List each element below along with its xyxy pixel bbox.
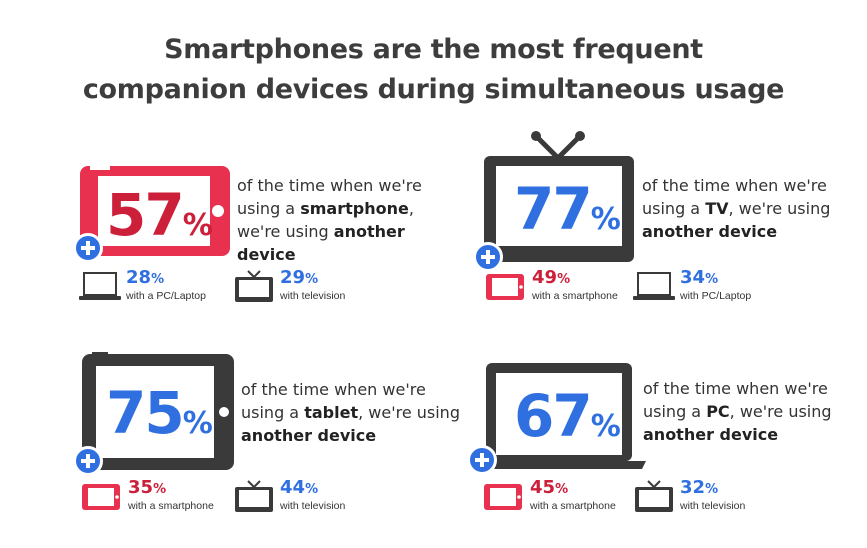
companion-value: 44 [280, 477, 306, 498]
desc-another-device: another device [237, 222, 405, 264]
big-percent-tablet: 75% [106, 384, 213, 453]
big-value: 75 [106, 379, 185, 447]
panel-smartphone: 57% of the time when we're using a smart… [70, 160, 490, 340]
laptop-icon [633, 272, 675, 300]
companion-tv: 44% with television [232, 478, 382, 518]
companion-label: with television [280, 290, 346, 302]
companion-value: 29 [280, 267, 306, 288]
big-value: 57 [106, 181, 185, 249]
companion-percent: 34% [680, 268, 718, 290]
panel-pc: 67% of the time when we're using a PC, w… [467, 355, 867, 535]
companion-percent: 35% [128, 478, 166, 500]
tv-icon [235, 270, 273, 302]
desc-text: , we're using [358, 403, 460, 422]
desc-another-device: another device [241, 426, 377, 445]
companion-value: 28 [126, 267, 152, 288]
companion-smartphone: 35% with a smartphone [80, 478, 230, 518]
chart-title: Smartphones are the most frequent compan… [0, 30, 867, 110]
description-smartphone: of the time when we're using a smartphon… [237, 174, 457, 266]
laptop-icon [474, 363, 646, 469]
companion-value: 35 [128, 477, 154, 498]
percent-symbol: % [182, 406, 213, 441]
desc-text: , we're using [728, 199, 831, 218]
desc-device: smartphone [300, 199, 409, 218]
smartphone-icon [484, 484, 522, 510]
companion-label: with a smartphone [530, 500, 616, 512]
companion-percent: 28% [126, 268, 164, 290]
companion-percent: 45% [530, 478, 568, 500]
tablet-icon [82, 352, 234, 470]
companion-smartphone: 45% with a smartphone [482, 478, 632, 518]
desc-text: of the time when we're using a [643, 379, 828, 421]
percent-symbol: % [305, 272, 319, 287]
percent-symbol: % [705, 482, 719, 497]
companion-value: 32 [680, 477, 706, 498]
tv-icon [635, 480, 673, 512]
companion-tv: 32% with television [632, 478, 782, 518]
percent-symbol: % [590, 202, 621, 237]
big-value: 67 [514, 382, 593, 450]
percent-symbol: % [590, 409, 621, 444]
companion-percent: 44% [280, 478, 318, 500]
smartphone-icon [80, 166, 230, 256]
companion-label: with PC/Laptop [680, 290, 752, 302]
plus-icon [73, 446, 103, 476]
desc-device: PC [706, 402, 730, 421]
tv-icon [484, 131, 634, 262]
percent-symbol: % [305, 482, 319, 497]
description-tablet: of the time when we're using a tablet, w… [241, 378, 461, 447]
description-pc: of the time when we're using a PC, we're… [643, 377, 863, 446]
companion-value: 34 [680, 267, 706, 288]
desc-device: tablet [304, 403, 359, 422]
percent-symbol: % [153, 482, 167, 497]
desc-text: of the time when we're using a [241, 380, 426, 422]
companion-label: with television [280, 500, 346, 512]
panel-tablet: 75% of the time when we're using a table… [70, 350, 490, 530]
percent-symbol: % [555, 482, 569, 497]
description-tv: of the time when we're using a TV, we're… [642, 174, 862, 243]
smartphone-icon [486, 274, 524, 300]
companion-percent: 49% [532, 268, 570, 290]
title-line-2: companion devices during simultaneous us… [82, 74, 785, 105]
desc-text: , we're using [729, 402, 832, 421]
laptop-icon [79, 272, 121, 300]
companion-label: with a PC/Laptop [126, 290, 206, 302]
companion-tv: 29% with television [232, 268, 382, 308]
percent-symbol: % [705, 272, 719, 287]
percent-symbol: % [557, 272, 571, 287]
companion-percent: 32% [680, 478, 718, 500]
percent-symbol: % [151, 272, 165, 287]
companion-value: 49 [532, 267, 558, 288]
desc-text: of the time when we're using a [642, 176, 827, 218]
desc-text: of the time when we're using a [237, 176, 422, 218]
big-percent-pc: 67% [514, 387, 621, 456]
tv-icon [235, 480, 273, 512]
plus-icon [73, 233, 103, 263]
desc-device: TV [705, 199, 729, 218]
companion-percent: 29% [280, 268, 318, 290]
plus-icon [467, 445, 497, 475]
title-line-1: Smartphones are the most frequent [164, 34, 703, 65]
big-percent-smartphone: 57% [106, 186, 213, 255]
plus-icon [473, 242, 503, 272]
desc-another-device: another device [643, 425, 779, 444]
companion-label: with television [680, 500, 746, 512]
desc-another-device: another device [642, 222, 778, 241]
big-percent-tv: 77% [514, 180, 621, 249]
companion-smartphone: 49% with a smartphone [484, 268, 634, 308]
big-value: 77 [514, 175, 593, 243]
panel-tv: 77% of the time when we're using a TV, w… [470, 130, 867, 310]
desc-text: , we're using [237, 199, 414, 241]
smartphone-icon [82, 484, 120, 510]
companion-label: with a smartphone [128, 500, 214, 512]
percent-symbol: % [182, 208, 213, 243]
companion-laptop: 34% with PC/Laptop [632, 268, 782, 308]
companion-laptop: 28% with a PC/Laptop [78, 268, 228, 308]
companion-label: with a smartphone [532, 290, 618, 302]
companion-value: 45 [530, 477, 556, 498]
